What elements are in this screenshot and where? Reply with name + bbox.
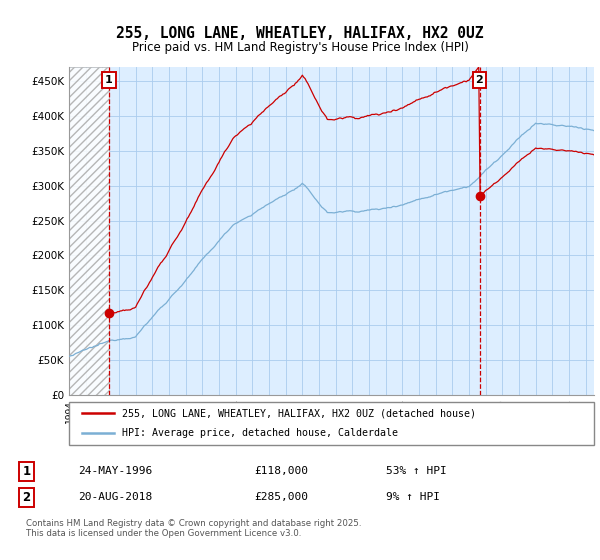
Text: 53% ↑ HPI: 53% ↑ HPI bbox=[386, 466, 447, 477]
Text: 255, LONG LANE, WHEATLEY, HALIFAX, HX2 0UZ: 255, LONG LANE, WHEATLEY, HALIFAX, HX2 0… bbox=[116, 26, 484, 41]
Text: 20-AUG-2018: 20-AUG-2018 bbox=[78, 492, 152, 502]
Text: Contains HM Land Registry data © Crown copyright and database right 2025.
This d: Contains HM Land Registry data © Crown c… bbox=[26, 519, 362, 538]
Text: 2: 2 bbox=[476, 74, 484, 85]
Text: HPI: Average price, detached house, Calderdale: HPI: Average price, detached house, Cald… bbox=[121, 428, 398, 438]
Text: 1: 1 bbox=[105, 74, 113, 85]
Text: 9% ↑ HPI: 9% ↑ HPI bbox=[386, 492, 440, 502]
Text: 255, LONG LANE, WHEATLEY, HALIFAX, HX2 0UZ (detached house): 255, LONG LANE, WHEATLEY, HALIFAX, HX2 0… bbox=[121, 408, 476, 418]
Text: £285,000: £285,000 bbox=[254, 492, 308, 502]
Text: 1: 1 bbox=[22, 465, 31, 478]
Text: 24-MAY-1996: 24-MAY-1996 bbox=[78, 466, 152, 477]
Text: 2: 2 bbox=[22, 491, 31, 504]
Text: Price paid vs. HM Land Registry's House Price Index (HPI): Price paid vs. HM Land Registry's House … bbox=[131, 40, 469, 54]
Bar bbox=[69, 67, 109, 395]
Text: £118,000: £118,000 bbox=[254, 466, 308, 477]
